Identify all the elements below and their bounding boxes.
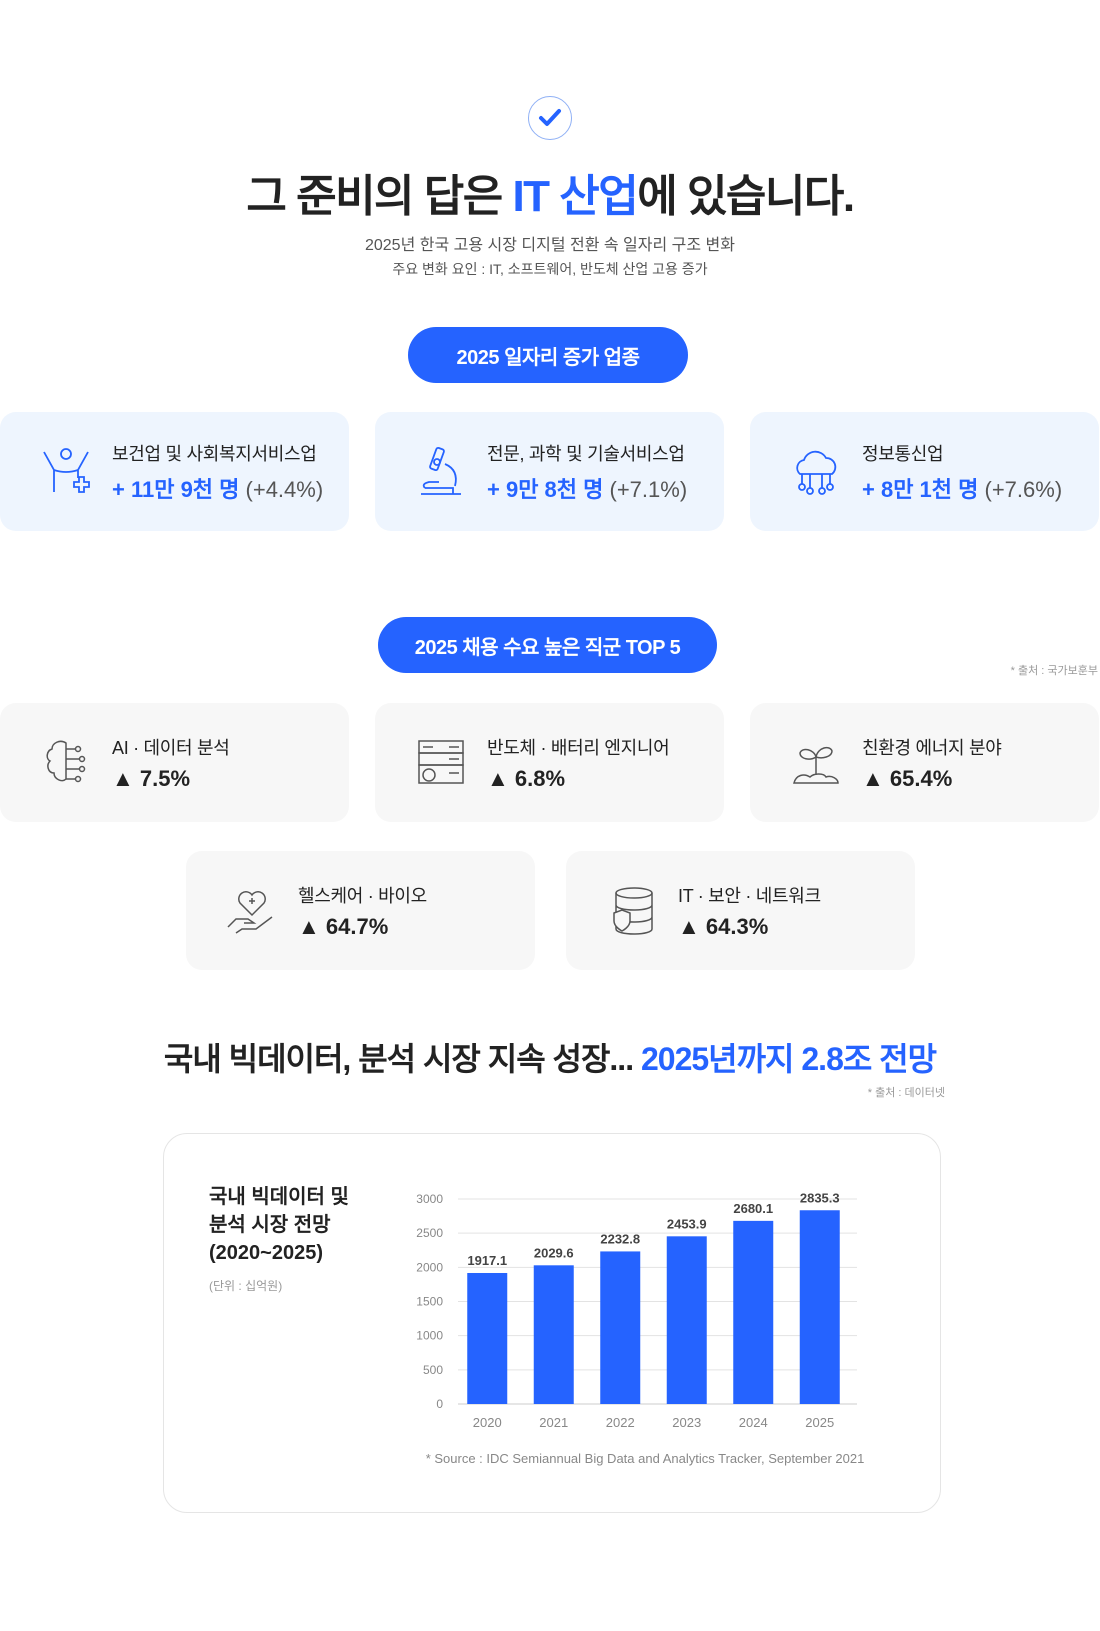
card-percent: (+4.4%)	[239, 476, 324, 502]
data-label: 2835.3	[800, 1190, 840, 1205]
sprout-icon	[793, 746, 839, 784]
data-label: 2029.6	[534, 1245, 574, 1260]
industry-card: 정보통신업 + 8만 1천 명 (+7.6%)	[750, 412, 1099, 531]
chart-unit: (단위 : 십억원)	[209, 1279, 283, 1293]
server-gear-icon	[418, 739, 464, 784]
subtitle-secondary: 주요 변화 요인 : IT, 소프트웨어, 반도체 산업 고용 증가	[392, 261, 708, 277]
job-card: IT · 보안 · 네트워크 ▲ 64.3%	[566, 851, 915, 970]
data-label: 2232.8	[600, 1231, 640, 1246]
brain-circuit-icon	[46, 740, 86, 782]
y-tick-label: 3000	[416, 1192, 443, 1206]
bar-2024	[733, 1220, 774, 1404]
card-label: 정보통신업	[862, 443, 944, 464]
title-highlight: IT 산업	[512, 172, 638, 221]
x-tick-label: 2024	[739, 1415, 768, 1430]
source-note: * 출처 : 국가보훈부	[1010, 665, 1098, 677]
y-tick-label: 2500	[416, 1226, 443, 1240]
heading-highlight: 2025년까지 2.8조 전망	[640, 1041, 937, 1077]
chart-source: * Source : IDC Semiannual Big Data and A…	[425, 1451, 865, 1466]
subtitle: 2025년 한국 고용 시장 디지털 전환 속 일자리 구조 변화	[364, 237, 735, 254]
data-label: 2680.1	[733, 1201, 773, 1216]
card-value: + 8만 1천 명	[862, 476, 979, 502]
x-tick-label: 2022	[606, 1415, 635, 1430]
job-card: AI · 데이터 분석 ▲ 7.5%	[0, 703, 349, 822]
x-tick-label: 2025	[805, 1415, 834, 1430]
x-tick-label: 2020	[473, 1415, 502, 1430]
database-shield-icon	[613, 886, 653, 935]
card-label: 헬스케어 · 바이오	[298, 885, 427, 906]
card-label: AI · 데이터 분석	[112, 737, 230, 758]
section-heading: 국내 빅데이터, 분석 시장 지속 성장... 2025년까지 2.8조 전망	[0, 1034, 1100, 1080]
x-tick-label: 2023	[672, 1415, 701, 1430]
y-tick-label: 500	[423, 1363, 443, 1377]
person-health-icon	[43, 447, 90, 493]
y-tick-label: 0	[436, 1397, 443, 1411]
card-value: ▲ 65.4%	[862, 765, 953, 791]
bar-2023	[666, 1236, 707, 1404]
section-pill-job-growth: 2025 일자리 증가 업종	[408, 327, 688, 383]
card-label: 반도체 · 배터리 엔지니어	[487, 737, 670, 758]
job-card: 반도체 · 배터리 엔지니어 ▲ 6.8%	[375, 703, 724, 822]
source-note: * 출처 : 데이터넷	[867, 1087, 945, 1099]
data-label: 2453.9	[667, 1216, 707, 1231]
heading-text: 국내 빅데이터, 분석 시장 지속 성장...	[163, 1041, 641, 1077]
card-percent: (+7.1%)	[603, 476, 688, 502]
cloud-network-icon	[796, 450, 837, 495]
y-tick-label: 1000	[416, 1329, 443, 1343]
card-value: + 11만 9천 명	[112, 476, 240, 502]
chart-title-line: 국내 빅데이터 및	[209, 1186, 349, 1208]
industry-card: 전문, 과학 및 기술서비스업 + 9만 8천 명 (+7.1%)	[375, 412, 724, 531]
chart-title: 국내 빅데이터 및 분석 시장 전망 (2020~2025)	[209, 1183, 349, 1267]
card-label: 전문, 과학 및 기술서비스업	[487, 443, 685, 464]
card-value: + 9만 8천 명	[487, 476, 604, 502]
x-tick-label: 2021	[539, 1415, 568, 1430]
job-card: 헬스케어 · 바이오 ▲ 64.7%	[186, 851, 535, 970]
chart-card	[163, 1133, 941, 1513]
y-tick-label: 2000	[416, 1260, 443, 1274]
chart-title-line: 분석 시장 전망	[209, 1214, 331, 1236]
heart-hand-icon	[227, 890, 273, 934]
card-percent: (+7.6%)	[978, 476, 1063, 502]
page-title: 그 준비의 답은 IT 산업에 있습니다.	[0, 160, 1100, 224]
card-label: 보건업 및 사회복지서비스업	[112, 443, 317, 464]
bar-2022	[600, 1251, 641, 1404]
y-tick-label: 1500	[416, 1295, 443, 1309]
card-value: ▲ 6.8%	[487, 765, 566, 791]
card-label: IT · 보안 · 네트워크	[678, 885, 821, 906]
chart-title-line: (2020~2025)	[209, 1242, 323, 1264]
bar-2021	[533, 1265, 574, 1404]
job-card: 친환경 에너지 분야 ▲ 65.4%	[750, 703, 1099, 822]
industry-card: 보건업 및 사회복지서비스업 + 11만 9천 명 (+4.4%)	[0, 412, 349, 531]
microscope-icon	[421, 446, 461, 495]
card-label: 친환경 에너지 분야	[862, 737, 1002, 758]
card-value: ▲ 7.5%	[112, 765, 191, 791]
bar-2025	[799, 1210, 840, 1404]
check-circle-icon	[528, 96, 572, 140]
bar-2020	[467, 1272, 508, 1404]
data-label: 1917.1	[467, 1253, 507, 1268]
card-value: ▲ 64.3%	[678, 913, 769, 939]
title-text: 그 준비의 답은	[246, 172, 513, 221]
card-value: ▲ 64.7%	[298, 913, 389, 939]
section-pill-top5: 2025 채용 수요 높은 직군 TOP 5	[378, 617, 717, 673]
title-text-end: 에 있습니다.	[637, 172, 855, 221]
